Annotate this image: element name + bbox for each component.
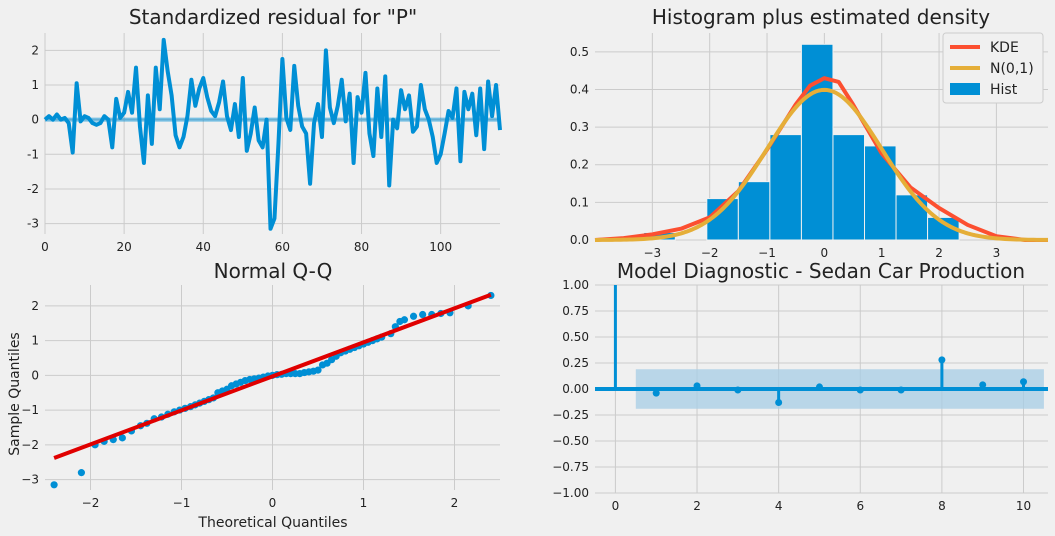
y-tick-label: −0.25	[552, 408, 589, 422]
panel-title: Standardized residual for "P"	[129, 5, 417, 29]
qq-point	[314, 366, 322, 374]
y-tick-label: −3	[21, 473, 39, 487]
y-tick-label: 2	[31, 43, 39, 57]
x-tick-label: 8	[938, 499, 946, 513]
y-tick-label: 0	[31, 368, 39, 382]
correlogram-panel: Model Diagnostic - Sedan Car Production …	[552, 259, 1048, 513]
qq-point	[419, 310, 427, 319]
y-tick-label: -2	[27, 182, 39, 196]
legend-label: N(0,1)	[990, 61, 1034, 77]
y-tick-label: -3	[27, 217, 39, 231]
legend-swatch	[950, 83, 980, 95]
y-tick-label: 0.00	[562, 382, 589, 396]
y-tick-label: −1	[21, 403, 39, 417]
x-tick-label: 10	[1016, 499, 1031, 513]
x-tick-label: 1	[360, 496, 368, 510]
y-tick-label: 0.1	[570, 195, 589, 209]
kde-curve	[594, 76, 1048, 242]
x-tick-label: −1	[758, 246, 776, 260]
qq-panel: Normal Q-Q Theoretical Quantiles Sample …	[7, 259, 500, 531]
qq-point	[50, 481, 58, 489]
qq-point	[118, 434, 126, 442]
histogram-bar	[769, 134, 802, 241]
y-tick-label: 1	[31, 334, 39, 348]
acf-marker	[1020, 378, 1028, 386]
histogram-bar	[832, 134, 866, 241]
y-tick-label: −1.00	[552, 486, 589, 500]
histogram-bar	[737, 181, 771, 241]
legend: KDE N(0,1) Hist	[942, 32, 1044, 104]
histogram-bar	[864, 145, 897, 241]
y-tick-label: 2	[31, 299, 39, 313]
histogram-bar	[895, 194, 929, 241]
y-tick-label: 0	[31, 113, 39, 127]
x-tick-label: 40	[196, 240, 211, 254]
x-tick-label: 60	[275, 240, 290, 254]
x-tick-label: 1	[878, 246, 886, 260]
qq-point	[77, 469, 85, 477]
y-tick-label: -1	[27, 147, 39, 161]
histogram-bar	[800, 43, 834, 241]
x-tick-label: 3	[993, 246, 1001, 260]
x-tick-label: −2	[82, 496, 100, 510]
y-tick-label: 1.00	[562, 278, 589, 292]
reference-line	[53, 292, 492, 460]
x-tick-label: 6	[856, 499, 864, 513]
panel-title: Normal Q-Q	[214, 259, 333, 283]
acf-marker	[897, 386, 905, 394]
acf-marker	[815, 383, 823, 391]
qq-point	[400, 316, 409, 324]
x-tick-label: 2	[935, 246, 943, 260]
y-tick-label: 0.50	[562, 330, 589, 344]
y-tick-label: 0.2	[570, 158, 589, 172]
x-tick-label: −1	[173, 496, 191, 510]
y-tick-label: −2	[21, 438, 39, 452]
x-tick-label: 0	[269, 496, 277, 510]
y-tick-label: 0.5	[570, 45, 589, 59]
x-tick-label: 0	[41, 240, 49, 254]
panel-title: Model Diagnostic - Sedan Car Production	[617, 259, 1025, 283]
residual-panel: Standardized residual for "P" 0 20 40 60 80 1…	[27, 5, 502, 254]
acf-marker	[693, 382, 701, 390]
legend-label: Hist	[990, 82, 1018, 98]
x-tick-label: 2	[693, 499, 701, 513]
y-tick-label: 0.75	[562, 304, 589, 318]
x-tick-label: 100	[429, 240, 452, 254]
y-tick-label: 0.25	[562, 356, 589, 370]
x-tick-label: −2	[701, 246, 719, 260]
acf-marker	[938, 356, 946, 364]
x-tick-label: 0	[821, 246, 829, 260]
x-tick-label: 80	[354, 240, 369, 254]
y-tick-label: 0.4	[570, 82, 589, 96]
y-tick-label: 1	[31, 78, 39, 92]
acf-marker	[775, 399, 783, 407]
y-tick-label: −0.75	[552, 460, 589, 474]
y-tick-label: −0.50	[552, 434, 589, 448]
qq-point	[409, 312, 418, 320]
legend-label: KDE	[990, 40, 1019, 56]
x-tick-label: 2	[451, 496, 459, 510]
residual-line	[43, 37, 502, 231]
y-axis-label: Sample Quantiles	[7, 332, 23, 455]
panel-title: Histogram plus estimated density	[652, 5, 990, 29]
acf-marker	[979, 381, 987, 389]
x-tick-label: 0	[612, 499, 620, 513]
y-tick-label: 0.0	[570, 233, 589, 247]
x-tick-label: 20	[116, 240, 131, 254]
x-tick-label: 4	[775, 499, 783, 513]
normal-density-curve	[594, 87, 1049, 242]
acf-marker	[734, 386, 742, 394]
histogram-panel: Histogram plus estimated density −3 −2 −1 0…	[570, 5, 1049, 260]
x-tick-label: −3	[643, 246, 661, 260]
y-tick-label: 0.3	[570, 120, 589, 134]
acf-marker	[856, 386, 864, 394]
x-axis-label: Theoretical Quantiles	[197, 515, 347, 531]
acf-marker	[652, 389, 660, 397]
